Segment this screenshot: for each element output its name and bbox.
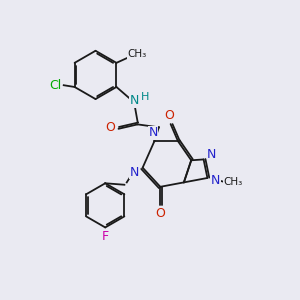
Text: N: N <box>148 126 158 140</box>
Text: N: N <box>130 166 139 178</box>
Text: F: F <box>102 230 109 243</box>
Text: N: N <box>211 174 220 187</box>
Text: Cl: Cl <box>49 79 61 92</box>
Text: H: H <box>141 92 149 102</box>
Text: CH₃: CH₃ <box>128 49 147 59</box>
Text: N: N <box>207 148 217 160</box>
Text: CH₃: CH₃ <box>224 176 243 187</box>
Text: O: O <box>164 109 174 122</box>
Text: N: N <box>130 94 140 107</box>
Text: O: O <box>155 207 165 220</box>
Text: O: O <box>105 121 115 134</box>
